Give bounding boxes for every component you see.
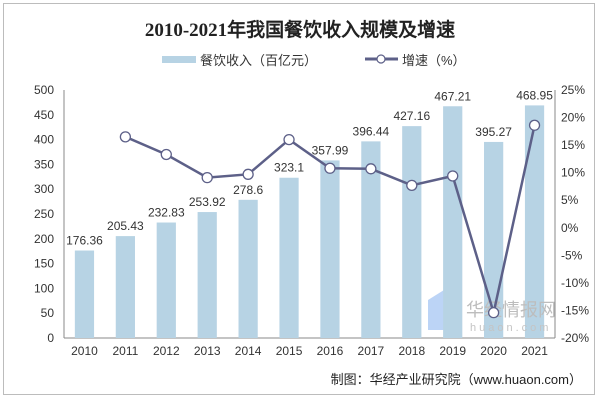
legend-bar-label: 餐饮收入（百亿元） — [200, 53, 317, 68]
growth-marker-2018 — [406, 179, 418, 191]
right-tick-label: -20% — [561, 331, 589, 345]
x-tick-label: 2020 — [480, 344, 507, 358]
bar-data-label: 253.92 — [189, 195, 226, 209]
growth-marker-2015 — [283, 133, 295, 146]
x-tick-label: 2019 — [439, 344, 466, 358]
right-tick-label: -15% — [561, 303, 589, 317]
right-tick-label: 0% — [561, 221, 579, 235]
growth-marker-2020 — [487, 306, 500, 319]
bar-2021 — [524, 105, 545, 338]
left-tick-label: 450 — [34, 108, 54, 122]
bar-2011 — [115, 236, 135, 338]
x-tick-label: 2018 — [398, 344, 425, 358]
growth-marker-2013 — [201, 171, 213, 184]
growth-marker-2017 — [365, 163, 377, 175]
left-tick-label: 50 — [41, 306, 55, 320]
bar-2012 — [156, 222, 176, 338]
right-tick-label: 10% — [561, 166, 585, 180]
legend-bar-swatch — [162, 56, 196, 63]
x-tick-label: 2021 — [521, 344, 548, 358]
bar-2015 — [279, 177, 299, 338]
left-tick-label: 100 — [34, 281, 54, 295]
growth-marker-2019 — [447, 170, 459, 182]
bar-data-label: 205.43 — [107, 219, 144, 233]
source-note: 制图：华经产业研究院（www.huaon.com） — [331, 372, 582, 387]
chart-title: 2010-2021年我国餐饮收入规模及增速 — [145, 18, 455, 41]
x-tick-label: 2014 — [235, 344, 262, 358]
left-tick-label: 350 — [34, 157, 54, 171]
x-tick-label: 2012 — [153, 344, 180, 358]
right-tick-label: 20% — [561, 111, 585, 125]
bar-2019 — [443, 106, 463, 338]
x-tick-label: 2013 — [194, 344, 221, 358]
right-tick-label: 5% — [561, 193, 579, 207]
bar-data-label: 468.95 — [516, 88, 553, 102]
bar-2014 — [238, 199, 258, 338]
bar-data-label: 467.21 — [434, 89, 471, 103]
bar-data-label: 278.6 — [233, 183, 263, 197]
x-tick-label: 2011 — [112, 344, 138, 358]
watermark-logo-blue — [428, 290, 444, 330]
growth-marker-2012 — [160, 148, 172, 161]
bar-data-label: 357.99 — [312, 143, 349, 157]
x-tick-label: 2016 — [317, 344, 344, 358]
bar-data-label: 427.16 — [393, 109, 430, 123]
growth-marker-2016 — [324, 162, 336, 174]
right-tick-label: 15% — [561, 138, 585, 152]
right-tick-label: -10% — [561, 276, 589, 290]
bar-data-label: 176.36 — [66, 234, 103, 248]
legend-line-label: 增速（%） — [402, 53, 466, 68]
bar-data-label: 323.1 — [274, 161, 304, 175]
growth-marker-2011 — [119, 131, 132, 143]
left-tick-label: 300 — [34, 182, 54, 196]
chart-frame — [3, 3, 595, 395]
bar-2017 — [361, 141, 381, 338]
left-tick-label: 0 — [47, 331, 54, 345]
left-tick-label: 250 — [34, 207, 54, 221]
left-tick-label: 200 — [34, 232, 54, 246]
bar-2016 — [320, 160, 340, 338]
left-tick-label: 500 — [34, 83, 54, 97]
bar-2010 — [74, 250, 95, 338]
bar-2013 — [197, 212, 217, 338]
left-tick-label: 150 — [34, 257, 54, 271]
x-tick-label: 2017 — [358, 344, 385, 358]
x-tick-label: 2010 — [71, 344, 98, 358]
right-tick-label: -5% — [561, 248, 583, 262]
bar-data-label: 395.27 — [475, 125, 512, 139]
growth-marker-2021 — [528, 119, 541, 131]
legend-line-marker — [376, 54, 386, 64]
bar-2018 — [402, 126, 422, 339]
bar-data-label: 396.44 — [353, 124, 390, 138]
growth-marker-2014 — [242, 168, 254, 180]
bar-data-label: 232.83 — [148, 206, 185, 220]
x-tick-label: 2015 — [276, 344, 303, 358]
right-tick-label: 25% — [561, 83, 585, 97]
watermark-url: huaon.com — [470, 322, 551, 334]
watermark-text: 华经情报网 — [466, 300, 556, 320]
left-tick-label: 400 — [34, 133, 54, 147]
